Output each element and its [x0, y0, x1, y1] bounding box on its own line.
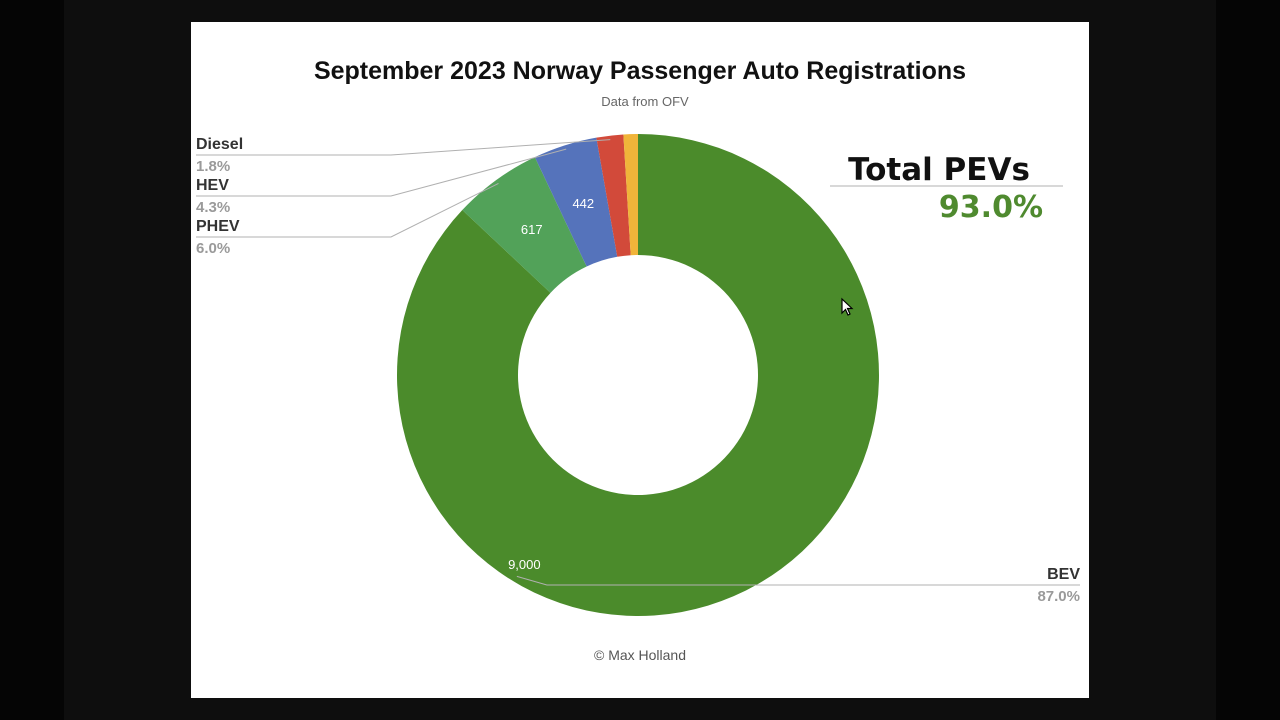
slice-label-hev: HEV — [196, 177, 229, 194]
slice-percent-bev: 87.0% — [1037, 588, 1080, 605]
right-letterbox — [1216, 0, 1280, 720]
leader-line-diesel — [196, 139, 611, 156]
slice-segment-4 — [623, 134, 638, 256]
slice-labels: BEV 87.0% PHEV 6.0% HEV 4.3% Diesel 1.8% — [196, 136, 1080, 605]
donut-chart: September 2023 Norway Passenger Auto Reg… — [196, 57, 1080, 663]
leader-lines — [196, 139, 1080, 586]
leader-line-bev — [516, 575, 1080, 586]
donut-slices — [397, 134, 880, 617]
data-labels: 9,000 617 442 — [508, 196, 594, 572]
slice-phev — [462, 157, 587, 293]
slice-label-diesel: Diesel — [196, 136, 243, 153]
credit-text: © Max Holland — [594, 647, 686, 663]
leader-line-hev — [196, 148, 567, 197]
slice-percent-diesel: 1.8% — [196, 158, 230, 175]
slice-bev — [397, 134, 880, 617]
slice-label-bev: BEV — [1047, 566, 1080, 583]
data-label-bev: 9,000 — [508, 557, 541, 572]
chart-card: September 2023 Norway Passenger Auto Reg… — [191, 22, 1089, 698]
slice-label-phev: PHEV — [196, 218, 240, 235]
slice-percent-phev: 6.0% — [196, 240, 230, 257]
data-label-phev: 617 — [521, 222, 543, 237]
left-letterbox — [0, 0, 64, 720]
data-label-hev: 442 — [572, 196, 594, 211]
slice-hev — [534, 137, 618, 267]
total-pevs-value: 93.0% — [939, 190, 1043, 225]
leader-line-phev — [196, 182, 499, 238]
slice-percent-hev: 4.3% — [196, 199, 230, 216]
total-pevs-title: Total PEVs — [848, 152, 1030, 188]
chart-subtitle: Data from OFV — [601, 94, 689, 109]
slice-diesel — [596, 134, 631, 257]
chart-title: September 2023 Norway Passenger Auto Reg… — [314, 57, 966, 85]
arrow-cursor-icon — [841, 297, 854, 316]
